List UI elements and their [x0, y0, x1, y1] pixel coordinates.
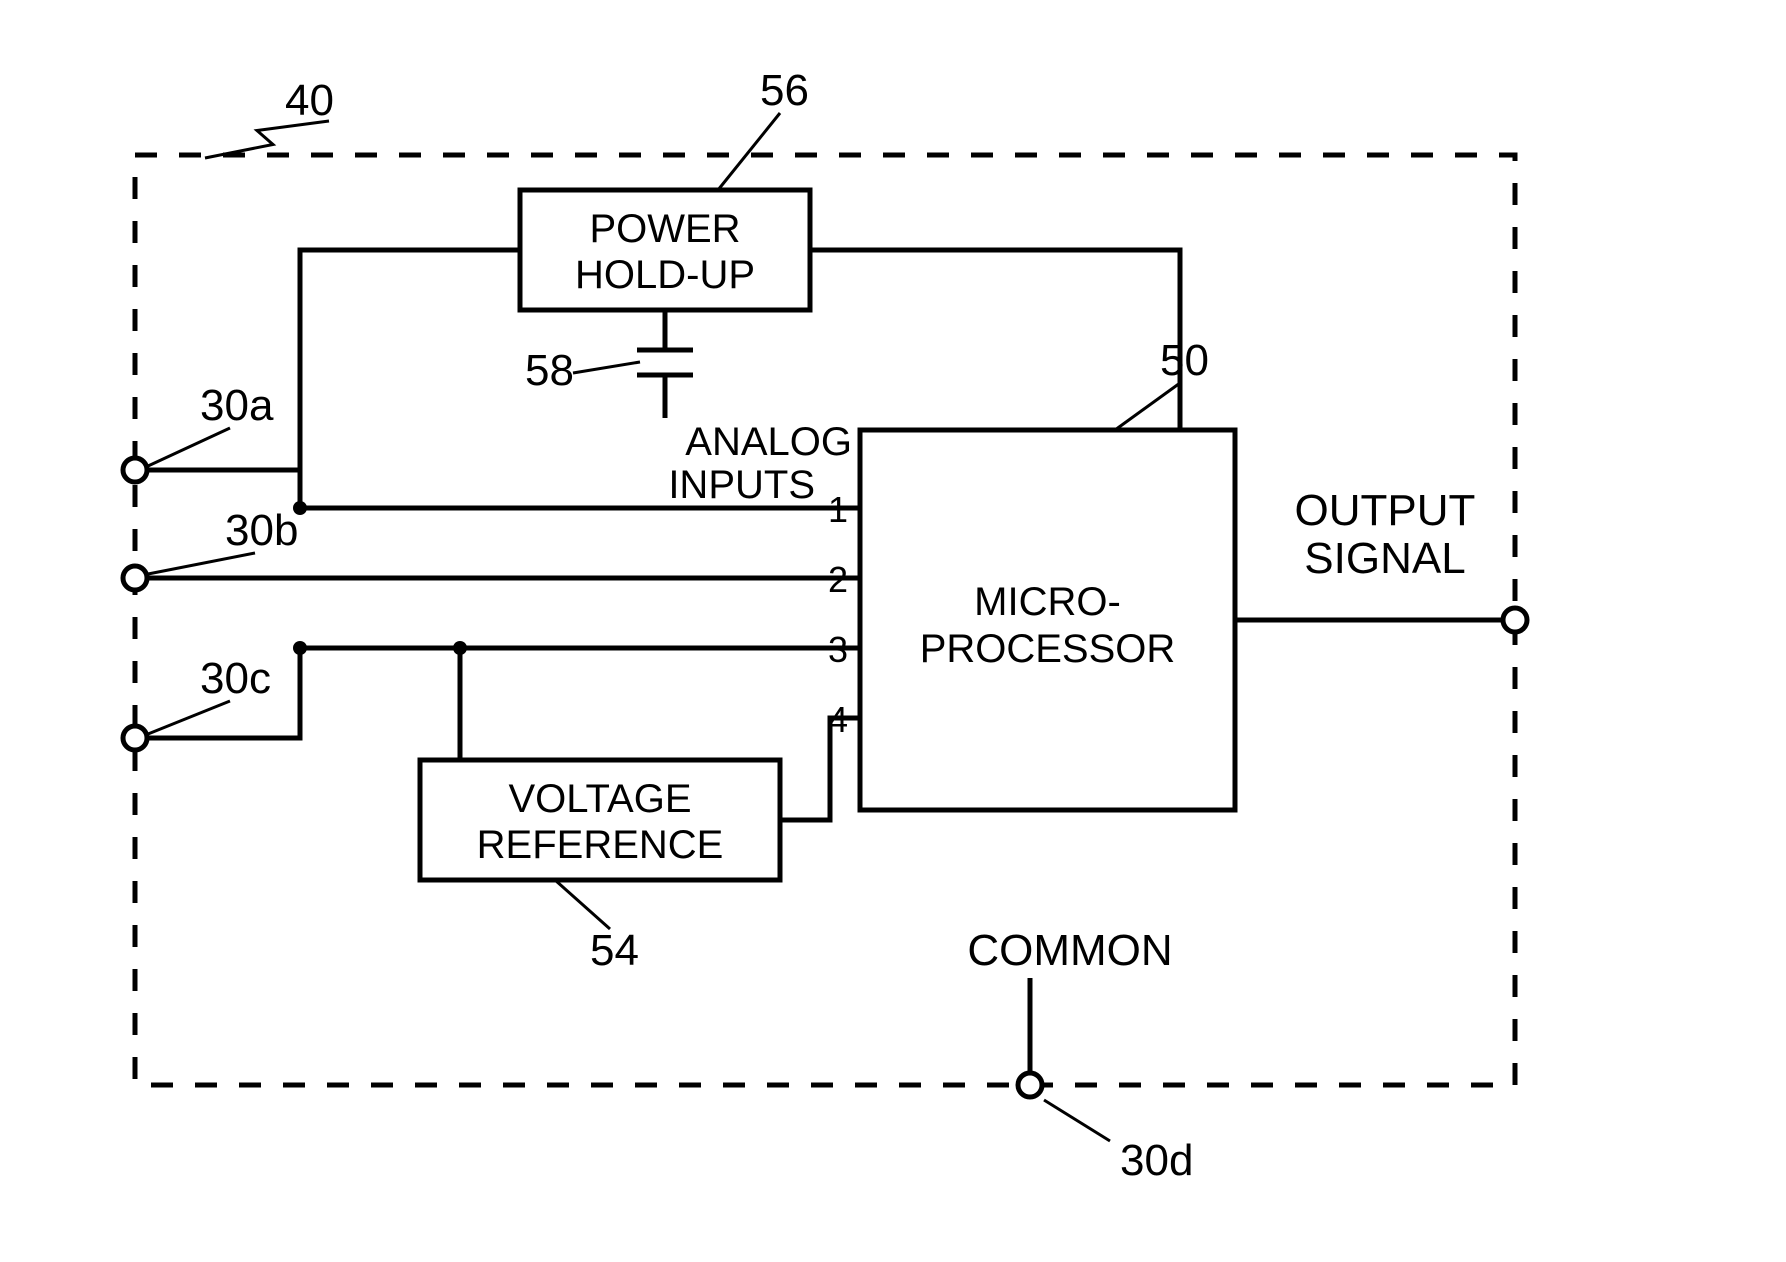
svg-text:PROCESSOR: PROCESSOR — [920, 627, 1176, 671]
svg-text:4: 4 — [828, 699, 848, 740]
capacitor-icon — [637, 310, 693, 418]
svg-text:54: 54 — [590, 926, 639, 975]
wire-power-in — [300, 250, 520, 508]
svg-text:2: 2 — [828, 559, 848, 600]
svg-text:50: 50 — [1160, 336, 1209, 385]
svg-text:30b: 30b — [225, 506, 298, 555]
output-signal-label: OUTPUT SIGNAL — [1295, 486, 1476, 583]
svg-text:30a: 30a — [200, 381, 274, 430]
svg-text:VOLTAGE: VOLTAGE — [508, 777, 691, 821]
svg-text:58: 58 — [525, 346, 574, 395]
svg-text:3: 3 — [828, 629, 848, 670]
wire-power-out — [810, 250, 1180, 430]
svg-text:POWER: POWER — [589, 207, 740, 251]
svg-text:INPUTS: INPUTS — [668, 463, 815, 507]
svg-text:REFERENCE: REFERENCE — [477, 823, 724, 867]
svg-text:MICRO-: MICRO- — [974, 580, 1121, 624]
svg-text:HOLD-UP: HOLD-UP — [575, 253, 755, 297]
svg-text:30d: 30d — [1120, 1136, 1193, 1185]
common-label: COMMON — [967, 926, 1172, 1072]
svg-text:ANALOG: ANALOG — [685, 420, 852, 464]
svg-text:30c: 30c — [200, 654, 271, 703]
svg-text:1: 1 — [828, 489, 848, 530]
voltage-reference-block: VOLTAGE REFERENCE — [420, 760, 780, 880]
svg-text:56: 56 — [760, 66, 809, 115]
svg-text:40: 40 — [285, 76, 334, 125]
block-diagram: POWER HOLD-UP MICRO- PROCESSOR ANALOG IN… — [0, 0, 1786, 1262]
svg-text:OUTPUT: OUTPUT — [1295, 486, 1476, 535]
ref-40: 40 — [205, 76, 334, 158]
svg-text:COMMON: COMMON — [967, 926, 1172, 975]
microprocessor-block: MICRO- PROCESSOR ANALOG INPUTS 1 2 3 4 — [668, 420, 1235, 810]
svg-text:SIGNAL: SIGNAL — [1304, 534, 1465, 583]
power-holdup-block: POWER HOLD-UP — [520, 190, 810, 310]
wire-vref-out — [780, 718, 860, 820]
